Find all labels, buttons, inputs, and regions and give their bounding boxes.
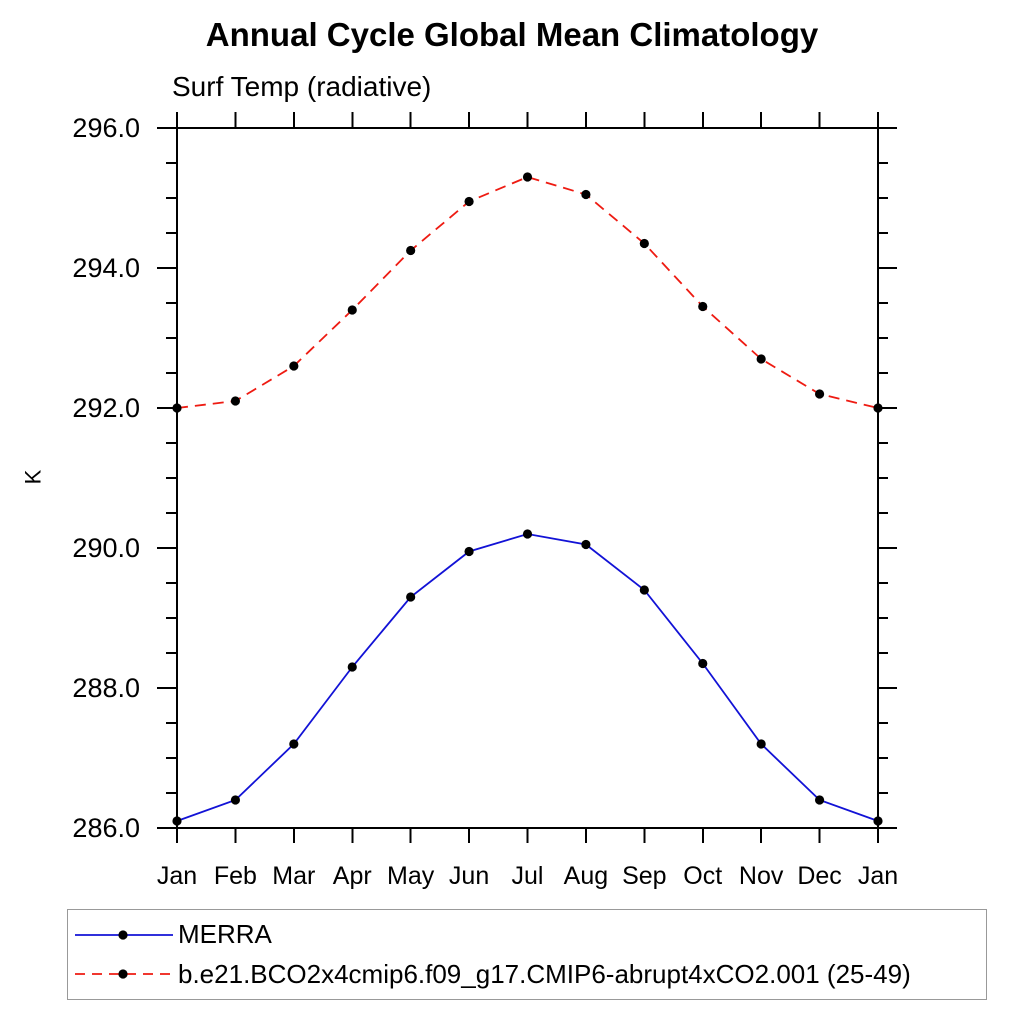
- y-tick-label: 290.0: [72, 533, 140, 563]
- legend-item-merra: MERRA: [68, 919, 986, 950]
- x-tick-label: Jun: [449, 862, 489, 890]
- series-line-0: [176, 533, 879, 822]
- y-tick-label: 296.0: [72, 113, 140, 143]
- data-point-marker: [522, 172, 533, 182]
- data-point-marker: [289, 361, 299, 371]
- data-point-marker: [814, 795, 825, 805]
- data-point-marker: [581, 189, 591, 200]
- data-point-marker: [698, 301, 708, 312]
- data-point-marker: [814, 389, 825, 399]
- data-point-marker: [172, 816, 182, 826]
- legend-label-merra: MERRA: [178, 919, 272, 950]
- data-point-marker: [639, 238, 649, 249]
- data-point-marker: [581, 539, 591, 550]
- data-point-marker: [347, 305, 357, 315]
- data-point-marker: [230, 396, 241, 406]
- data-point-marker: [406, 592, 416, 602]
- legend-sample-marker: [118, 969, 128, 979]
- x-tick-label: Oct: [683, 862, 722, 890]
- x-tick-label: Jan: [157, 862, 197, 890]
- data-point-marker: [639, 585, 649, 595]
- chart-subtitle: Surf Temp (radiative): [172, 71, 432, 102]
- x-tick-label: Aug: [564, 862, 608, 890]
- legend-label-cesm-run: b.e21.BCO2x4cmip6.f09_g17.CMIP6-abrupt4x…: [178, 958, 911, 989]
- legend: MERRA b.e21.BCO2x4cmip6.f09_g17.CMIP6-ab…: [67, 909, 987, 1000]
- plot-area: Jan Feb Mar Apr May Jun Jul Aug Sep Oct Nov Dec Jan 2…: [72, 112, 898, 890]
- x-tick-label: Jul: [512, 862, 544, 890]
- data-point-marker: [698, 658, 708, 669]
- axis-frame: [176, 127, 879, 829]
- legend-sample-line-cesm-run: [75, 969, 173, 979]
- x-tick-label: May: [387, 862, 435, 890]
- data-point-marker: [289, 739, 299, 749]
- data-point-marker: [347, 662, 357, 672]
- data-point-marker: [406, 245, 416, 256]
- y-tick-label: 288.0: [72, 673, 140, 703]
- x-tick-label: Jan: [858, 862, 898, 890]
- legend-sample-line-merra: [75, 930, 173, 940]
- data-point-marker: [522, 529, 533, 539]
- x-tick-label: Apr: [333, 862, 372, 890]
- series-line-1: [176, 176, 879, 409]
- y-tick-label: 286.0: [72, 813, 140, 843]
- chart-title: Annual Cycle Global Mean Climatology: [205, 16, 819, 53]
- x-tick-label: Sep: [622, 862, 666, 890]
- data-point-marker: [756, 739, 766, 749]
- data-point-marker: [230, 795, 241, 805]
- data-point-marker: [172, 403, 182, 413]
- y-tick-label: 294.0: [72, 253, 140, 283]
- data-point-marker: [873, 403, 883, 413]
- x-tick-label: Feb: [214, 862, 257, 890]
- data-point-marker: [873, 816, 883, 826]
- data-point-marker: [464, 196, 474, 207]
- x-tick-label: Mar: [272, 862, 315, 890]
- data-point-marker: [464, 546, 474, 557]
- legend-item-cesm-run: b.e21.BCO2x4cmip6.f09_g17.CMIP6-abrupt4x…: [68, 959, 986, 989]
- y-tick-label: 292.0: [72, 393, 140, 423]
- x-tick-label: Dec: [797, 862, 841, 890]
- legend-sample-marker: [118, 930, 128, 940]
- x-tick-label: Nov: [739, 862, 784, 890]
- data-point-marker: [756, 354, 766, 364]
